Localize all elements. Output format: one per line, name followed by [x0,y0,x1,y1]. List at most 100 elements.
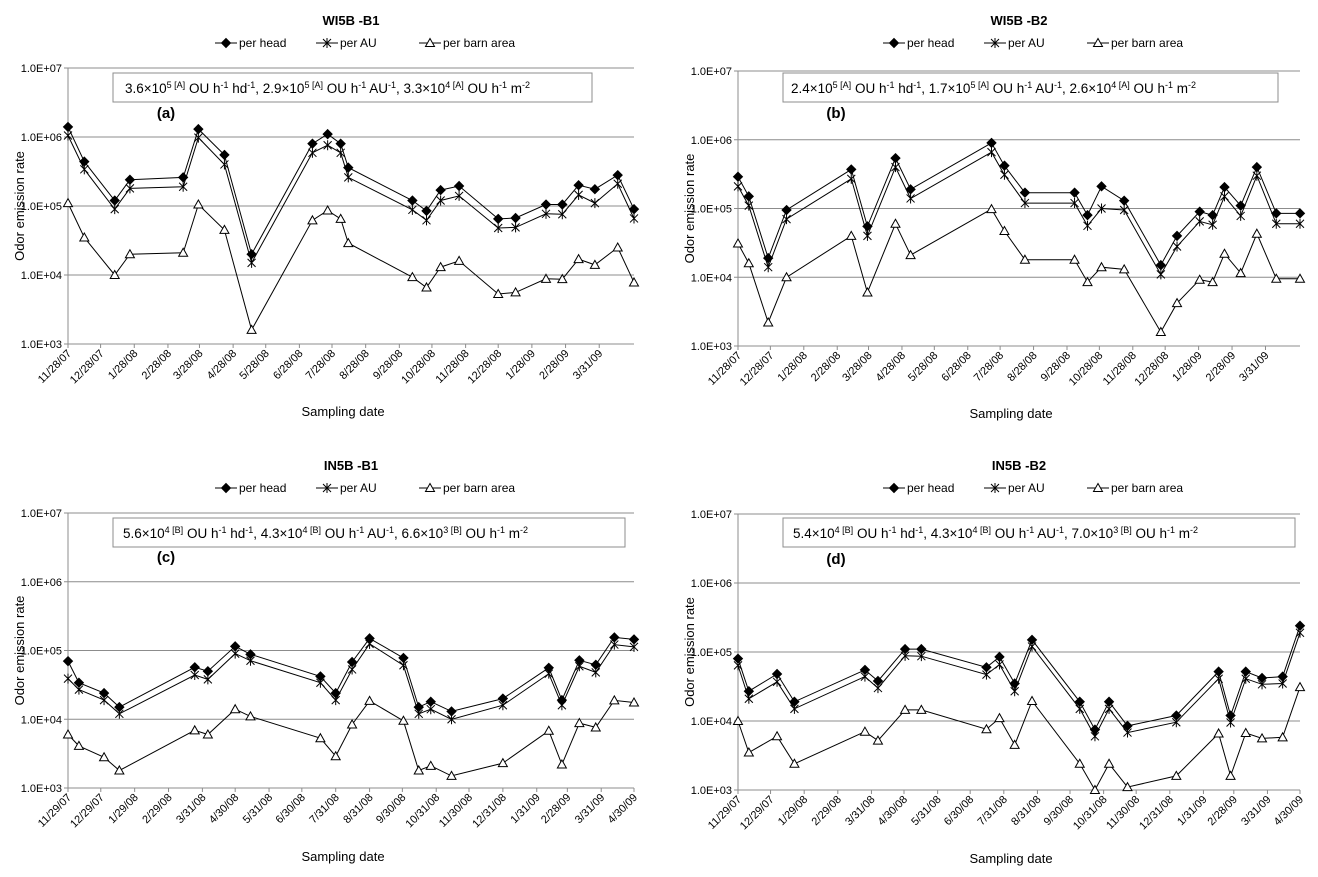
data-point-star [1214,673,1223,684]
data-point-star [1252,170,1262,181]
legend-marker-triangle [424,37,436,47]
annotation-text: 5.4×104 [B] OU h-1 hd-1, 4.3×104 [B] OU … [793,525,1198,541]
annotation-superscript: 4 [B] [835,525,854,535]
data-point-triangle [124,248,136,259]
data-point-triangle [628,697,640,707]
data-point-triangle [862,286,873,297]
data-point-star [629,213,639,224]
annotation-superscript: 4 [A] [445,80,464,90]
x-tick-label: 12/31/08 [1137,794,1176,833]
data-point-diamond [1118,195,1130,206]
data-point-star [557,209,567,220]
annotation-superscript: -2 [1188,80,1196,90]
annotation-segment: OU h [991,526,1026,541]
data-point-triangle [1194,274,1206,284]
x-tick-label: 3/31/09 [573,792,607,826]
data-point-triangle [1171,297,1183,308]
data-point-star [1295,218,1305,229]
data-point-triangle [453,255,465,265]
data-point-diamond [1069,187,1080,198]
y-axis-label: Odor emission rate [682,154,697,264]
data-point-diamond [589,184,601,195]
chart-title: IN5B -B1 [324,458,378,473]
data-point-triangle [342,237,354,248]
data-point-triangle [62,197,74,208]
data-point-triangle [1256,732,1268,743]
y-tick-label: 1.0E+03 [691,341,732,353]
x-tick-label: 1/29/08 [776,794,810,828]
data-point-triangle [732,715,744,725]
data-point-triangle [905,249,916,260]
data-point-triangle [1122,781,1133,792]
data-point-star [590,198,600,209]
data-point-star [99,695,109,706]
data-point-star [987,147,996,158]
data-point-star [347,664,357,675]
data-point-triangle [556,758,568,769]
annotation-box [112,517,626,548]
legend-marker-star [990,483,1000,493]
x-axis-label: Sampling date [969,406,1052,421]
chart-panel-3: 1.0E+03 1.0E+04 1.0E+05 1.0E+06 1.0E+07 11/29… [12,458,640,864]
annotation-segment: OU h [851,81,886,96]
data-point-star [772,676,782,687]
chart-panel-1: 1.0E+03 1.0E+04 1.0E+05 1.0E+06 1.0E+07 11/28… [12,13,640,419]
panel-label: (c) [157,549,175,566]
data-point-diamond [1294,208,1306,219]
x-tick-label: 1/29/08 [106,792,140,826]
x-tick-label: 3/28/08 [840,350,874,384]
data-point-triangle [202,728,214,739]
data-point-star [1195,216,1205,227]
data-point-star [436,195,445,206]
data-point-star [613,178,623,189]
data-point-star [331,695,341,706]
annotation-superscript: -1 [915,525,923,535]
x-axis-label: Sampling date [969,851,1052,866]
data-point-star [190,670,200,681]
data-point-star [846,173,856,184]
annotation-superscript: -1 [358,80,366,90]
data-point-triangle [1170,770,1182,780]
annotation-superscript: -2 [1190,525,1198,535]
panel-label: (a) [157,105,175,122]
data-point-diamond [1082,209,1093,221]
data-point-star [1020,198,1030,209]
annotation-segment: , 6.6×10 [394,526,443,541]
annotation-segment: OU h [183,526,218,541]
x-tick-label: 3/31/08 [843,794,877,828]
data-point-triangle [98,751,110,762]
x-tick-label: 5/31/08 [909,794,943,828]
data-point-star [1027,641,1037,652]
y-axis-label: Odor emission rate [12,596,27,706]
y-tick-label: 1.0E+06 [21,577,62,589]
data-point-diamond [1019,187,1031,198]
data-point-star [203,674,213,685]
data-point-triangle [398,715,409,725]
data-point-triangle [413,764,425,775]
data-point-star [575,661,584,672]
data-point-triangle [1082,276,1093,287]
annotation-box [112,72,593,103]
series-line-per-head [67,126,635,256]
x-tick-label: 10/31/08 [1071,794,1110,833]
data-point-diamond [1271,208,1282,219]
data-point-triangle [335,213,347,223]
data-point-star [194,132,203,143]
x-tick-label: 11/30/08 [1104,794,1142,832]
x-tick-label: 11/30/08 [437,792,475,830]
chart-title: IN5B -B2 [992,458,1046,473]
legend: per head per AU per barn area [883,481,1183,495]
data-point-star [995,659,1004,670]
data-point-triangle [543,725,555,735]
x-tick-label: 3/28/08 [171,348,205,382]
annotation-superscript: -1 [886,80,894,90]
data-point-triangle [492,288,504,299]
annotation-segment: OU h [462,526,497,541]
annotation-text: 3.6×105 [A] OU h-1 hd-1, 2.9×105 [A] OU … [125,80,530,96]
legend-marker-star [322,38,332,48]
series-line-per-barn-area [67,699,635,777]
data-point-star [541,208,551,219]
annotation-superscript: -1 [1024,80,1032,90]
data-point-triangle [177,247,189,257]
x-tick-label: 4/28/08 [874,350,908,384]
